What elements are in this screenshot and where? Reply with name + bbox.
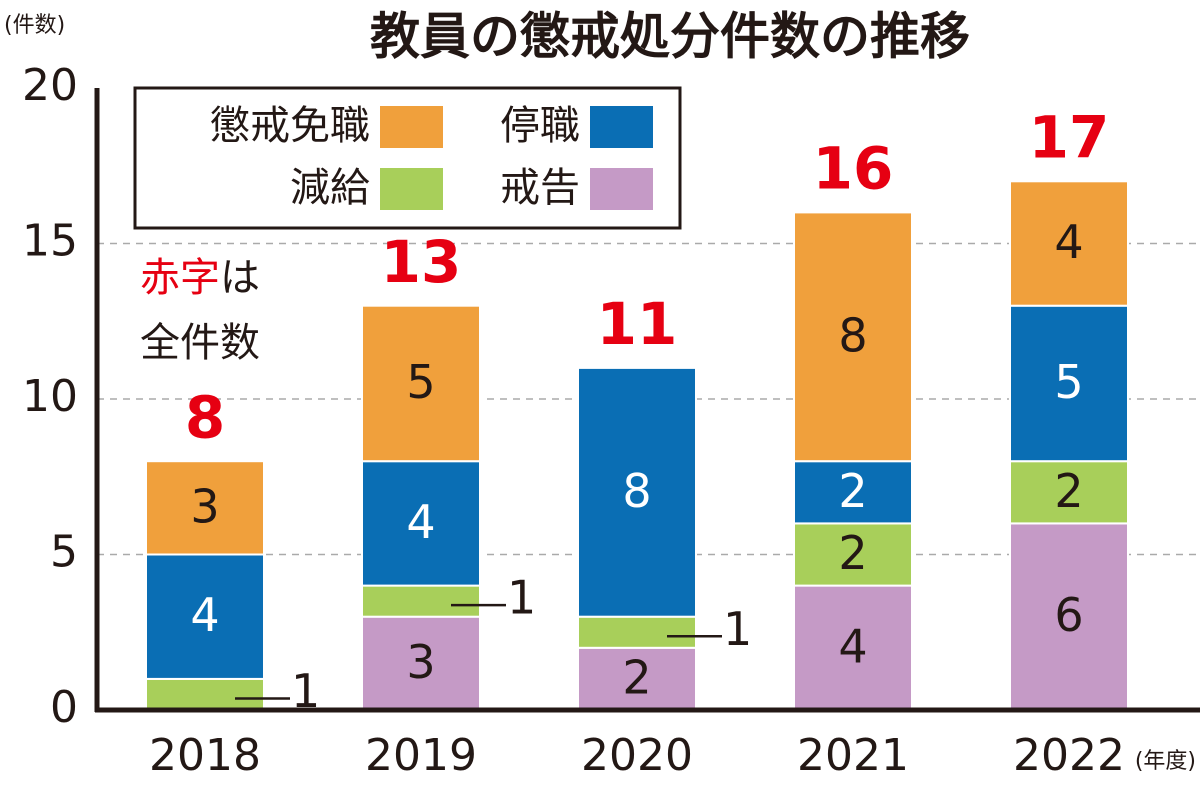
legend-swatch [590,168,653,210]
segment-label: 3 [190,479,219,533]
annotation: 全件数 [140,320,260,366]
annotation: 赤字は [140,255,260,301]
segment-label: 5 [406,355,435,409]
legend-swatch [380,106,443,148]
segment-label: 4 [190,588,219,642]
legend-label: 停職 [500,103,580,149]
y-tick-label: 10 [22,371,78,422]
legend-label: 戒告 [500,165,580,211]
x-tick-label: 2021 [797,730,909,781]
chart-title: 教員の懲戒処分件数の推移 [370,8,970,66]
annotation-red: 赤字 [140,255,220,301]
total-label: 16 [813,135,894,203]
bar-segment [577,646,697,711]
bar-segment [145,460,265,556]
bar-segment [361,584,481,618]
segment-label: 5 [1054,355,1083,409]
total-label: 13 [381,228,462,296]
bar-segment [145,553,265,680]
segment-label: 4 [838,619,867,673]
bar-segment [577,366,697,618]
segment-label: 1 [507,571,536,625]
legend-label: 懲戒免職 [210,103,370,149]
segment-label: 4 [406,495,435,549]
x-tick-label: 2018 [149,730,261,781]
segment-label: 2 [838,464,867,518]
bar-segment [793,211,913,463]
bar-segment [361,460,481,587]
x-tick-label: 2019 [365,730,477,781]
legend-label: 減給 [290,165,370,211]
segment-label: 2 [622,650,651,704]
bar-segment [793,522,913,587]
total-label: 11 [597,290,678,358]
segment-label: 8 [838,308,867,362]
segment-label: 2 [838,526,867,580]
y-tick-label: 20 [22,60,78,111]
y-axis-label: (件数) [4,13,65,38]
x-tick-label: 2020 [581,730,693,781]
total-label: 17 [1029,103,1110,171]
x-axis-label: (年度) [1135,749,1196,774]
y-tick-label: 15 [22,216,78,267]
bar-segment [793,460,913,525]
legend-swatch [590,106,653,148]
y-tick-label: 5 [50,527,78,578]
bar-segment [1009,180,1129,307]
bar-segment [577,615,697,649]
segment-label: 2 [1054,464,1083,518]
total-label: 8 [185,383,225,451]
segment-label: 3 [406,635,435,689]
segment-label: 6 [1054,588,1083,642]
segment-label: 4 [1054,215,1083,269]
annotation-text: は [220,255,260,301]
y-tick-label: 0 [50,682,78,733]
bar-segment [145,677,265,712]
legend-swatch [380,168,443,210]
bar-segment [361,304,481,463]
x-tick-label: 2022 [1013,730,1125,781]
segment-label: 8 [622,464,651,518]
segment-label: 1 [723,602,752,656]
